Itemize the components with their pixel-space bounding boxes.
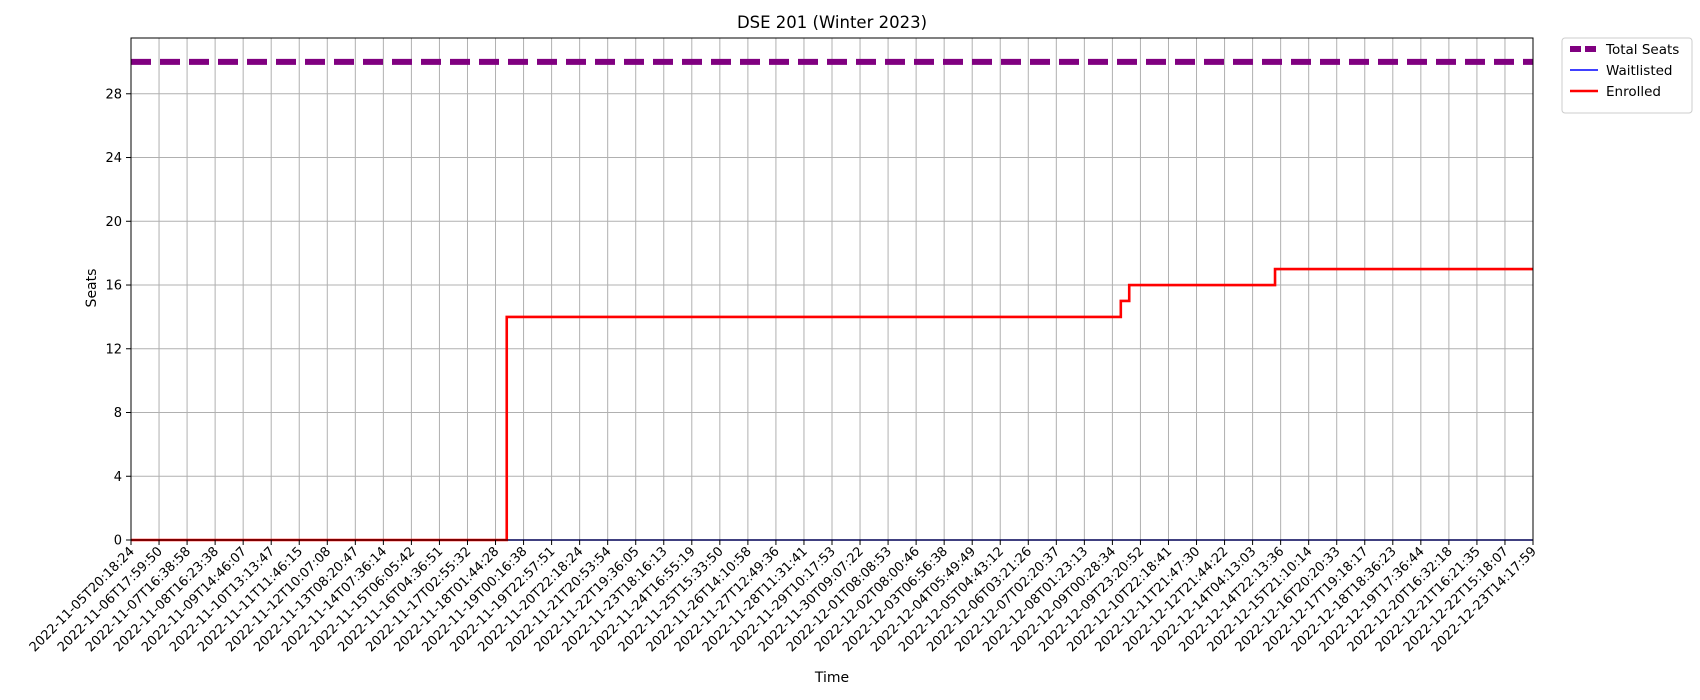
- y-axis-title: Seats: [84, 269, 100, 308]
- y-tick-label: 24: [105, 151, 122, 166]
- chart-title: DSE 201 (Winter 2023): [737, 13, 927, 32]
- legend-label: Waitlisted: [1606, 63, 1673, 79]
- x-axis-ticks: 2022-11-05T20:18:242022-11-06T17:59:5020…: [27, 540, 1540, 655]
- grid-lines: [130, 38, 1534, 541]
- y-tick-label: 4: [114, 470, 122, 485]
- y-tick-label: 8: [114, 406, 122, 421]
- y-axis-ticks: 0 4 8 12 16 20 24 28: [105, 87, 131, 549]
- y-tick-label: 28: [105, 87, 122, 102]
- legend-label: Total Seats: [1605, 42, 1679, 58]
- y-tick-label: 16: [105, 279, 122, 294]
- x-axis-title: Time: [814, 670, 849, 686]
- y-tick-label: 12: [105, 342, 122, 357]
- y-tick-label: 20: [105, 215, 122, 230]
- series-line-enrolled: [131, 267, 1533, 542]
- legend-label: Enrolled: [1606, 84, 1661, 100]
- legend-box: [1561, 37, 1693, 114]
- y-tick-label: 0: [114, 534, 122, 549]
- legend: Total Seats Waitlisted Enrolled: [1561, 37, 1693, 114]
